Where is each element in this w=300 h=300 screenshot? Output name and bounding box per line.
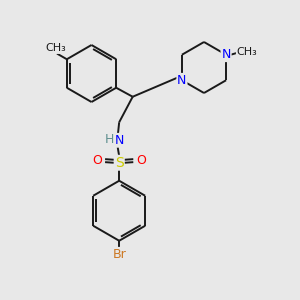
Text: N: N xyxy=(221,48,231,61)
Text: S: S xyxy=(115,156,124,170)
Text: N: N xyxy=(115,134,124,147)
Text: N: N xyxy=(177,74,187,87)
Text: H: H xyxy=(105,133,114,146)
Text: CH₃: CH₃ xyxy=(237,47,257,57)
Text: CH₃: CH₃ xyxy=(45,43,66,53)
Text: Br: Br xyxy=(112,248,126,261)
Text: O: O xyxy=(92,154,102,167)
Text: O: O xyxy=(136,154,146,167)
